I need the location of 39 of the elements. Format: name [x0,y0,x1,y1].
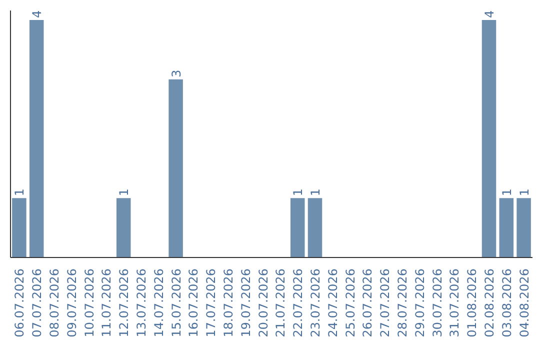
x-tick-label: 09.07.2026 [64,268,79,338]
x-tick-label: 26.07.2026 [360,268,375,338]
x-tick-label: 31.07.2026 [448,268,462,338]
x-tick-label: 21.07.2026 [274,268,288,338]
x-tick-label: 14.07.2026 [152,268,166,338]
x-tick-label: 01.08.2026 [465,268,480,338]
x-tick-label: 20.07.2026 [256,268,270,338]
data-label: 1 [291,188,306,196]
x-tick-label: 22.07.2026 [291,268,306,338]
x-tick-label: 06.07.2026 [12,268,27,338]
data-label: 1 [500,188,514,196]
data-label: 1 [308,188,322,196]
data-label: 3 [169,70,184,78]
x-tick-label: 11.07.2026 [100,268,114,338]
x-tick-label: 23.07.2026 [308,268,322,338]
data-label: 1 [12,188,27,196]
x-tick-label: 03.08.2026 [500,268,514,338]
x-tick-label: 19.07.2026 [238,268,253,338]
x-tick-label: 13.07.2026 [134,268,148,338]
x-tick-label: 25.07.2026 [343,268,358,338]
x-tick-label: 18.07.2026 [222,268,236,338]
data-label: 1 [517,188,532,196]
x-tick-label: 27.07.2026 [378,268,392,338]
x-tick-label: 12.07.2026 [117,268,132,338]
x-tick-label: 28.07.2026 [396,268,410,338]
x-tick-label: 17.07.2026 [204,268,218,338]
x-tick-label: 07.07.2026 [30,268,44,338]
x-tick-label: 29.07.2026 [412,268,427,338]
x-tick-label: 15.07.2026 [169,268,184,338]
x-tick-label: 24.07.2026 [326,268,340,338]
x-tick-label: 30.07.2026 [430,268,444,338]
data-label: 4 [30,10,44,18]
data-label: 1 [117,188,132,196]
x-tick-label: 08.07.2026 [48,268,62,338]
x-tick-label: 04.08.2026 [517,268,532,338]
x-tick-label: 02.08.2026 [482,268,496,338]
x-tick-label: 16.07.2026 [186,268,201,338]
data-label: 4 [482,10,496,18]
x-tick-label: 10.07.2026 [82,268,96,338]
